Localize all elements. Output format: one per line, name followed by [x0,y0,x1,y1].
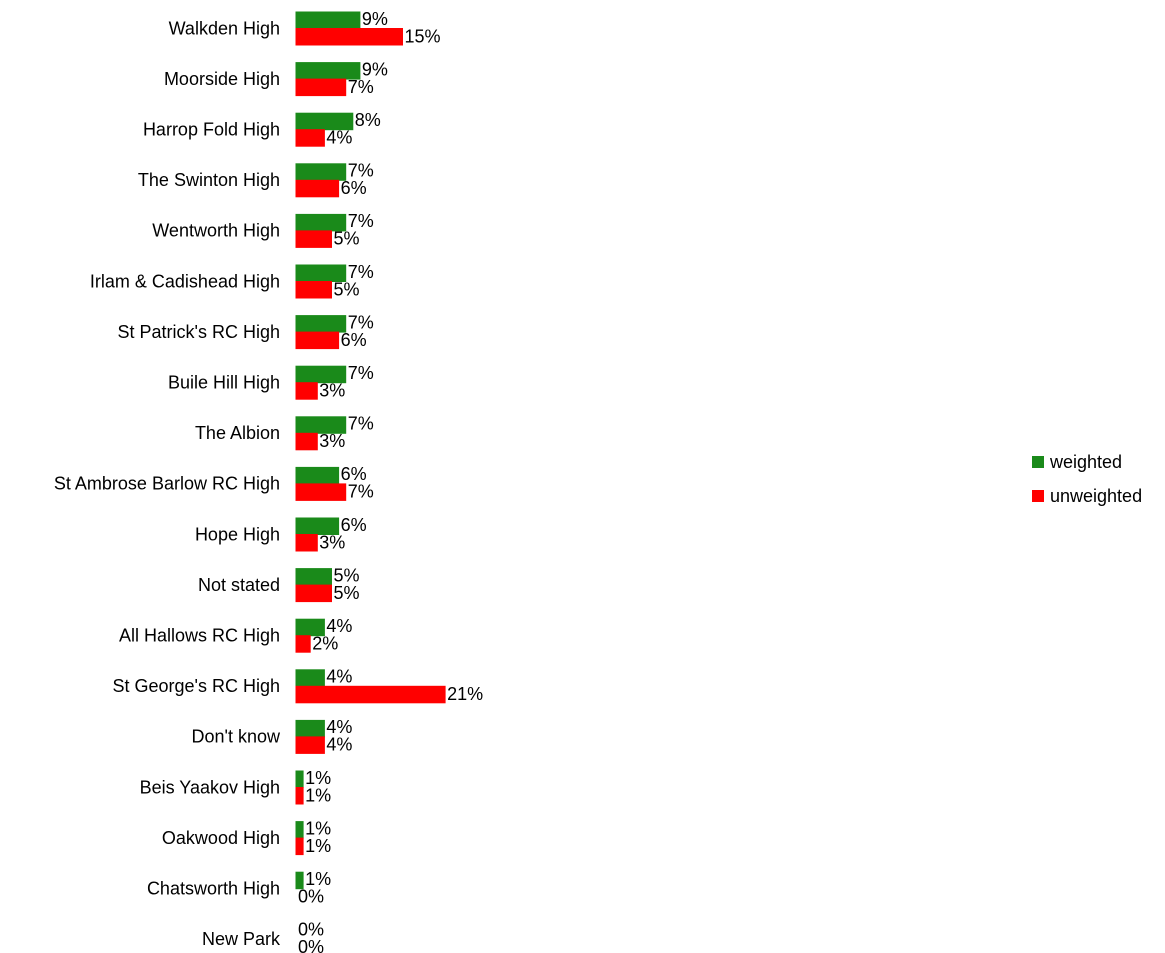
bar [295,584,332,603]
value-label: 6% [341,515,367,535]
category-label: All Hallows RC High [119,625,280,645]
value-label: 0% [298,886,324,906]
value-label: 4% [326,667,352,687]
bar [295,28,403,46]
value-label: 5% [334,229,360,249]
value-label: 8% [355,110,381,130]
bar [295,78,347,97]
value-label: 3% [319,532,345,552]
value-label: 7% [348,482,374,502]
bar [295,432,318,451]
bar [295,669,325,687]
bar [295,331,340,350]
bar [295,315,347,333]
bar [295,179,340,198]
category-label: The Swinton High [138,170,280,190]
value-label: 9% [362,59,388,79]
value-label: 3% [319,431,345,451]
value-label: 1% [305,768,331,788]
category-label: Don't know [192,727,281,747]
bar [295,568,332,586]
value-label: 7% [348,211,374,231]
bar [295,365,347,384]
bar [295,230,332,248]
legend-label: weighted [1049,452,1122,472]
bar [295,837,304,856]
bar [295,129,325,147]
bar [295,11,361,29]
category-label: Wentworth High [152,221,280,241]
value-label: 7% [348,161,374,181]
category-label: Oakwood High [162,828,280,848]
legend-swatch [1032,456,1044,468]
value-label: 9% [362,9,388,29]
bar [295,416,347,434]
category-label: Hope High [195,524,280,544]
value-label: 1% [305,869,331,889]
value-label: 0% [298,937,324,953]
category-label: Not stated [198,575,280,595]
legend-swatch [1032,490,1044,502]
value-label: 4% [326,616,352,636]
value-label: 6% [341,330,367,350]
category-label: Harrop Fold High [143,119,280,139]
value-label: 5% [334,279,360,299]
category-label: Walkden High [169,18,280,38]
legend-label: unweighted [1050,486,1142,506]
category-label: The Albion [195,423,280,443]
bar [295,534,318,552]
value-label: 7% [348,262,374,282]
bar [295,770,304,788]
value-label: 1% [305,785,331,805]
bar [295,685,446,704]
value-label: 7% [348,414,374,434]
value-label: 7% [348,77,374,97]
value-label: 7% [348,363,374,383]
value-label: 4% [326,735,352,755]
bar [295,871,304,890]
value-label: 1% [305,818,331,838]
value-label: 0% [298,920,324,940]
category-label: Irlam & Cadishead High [90,271,280,291]
bar [295,787,304,805]
value-label: 4% [326,127,352,147]
bar [295,635,311,653]
value-label: 21% [447,684,483,704]
value-label: 15% [405,26,441,46]
value-label: 2% [312,633,338,653]
value-label: 3% [319,380,345,400]
bar [295,281,332,299]
category-label: New Park [202,929,281,949]
bar [295,466,340,485]
value-label: 6% [341,464,367,484]
value-label: 6% [341,178,367,198]
bar [295,821,304,839]
bar [295,382,318,400]
value-label: 7% [348,312,374,332]
value-label: 1% [305,836,331,856]
bar [295,163,347,181]
category-label: St Ambrose Barlow RC High [54,474,280,494]
category-label: St Patrick's RC High [118,322,280,342]
bar [295,483,347,501]
category-label: Moorside High [164,69,280,89]
bar [295,719,325,738]
category-label: St George's RC High [112,676,280,696]
category-label: Chatsworth High [147,878,280,898]
value-label: 4% [326,717,352,737]
category-label: Buile Hill High [168,372,280,392]
value-label: 5% [334,565,360,585]
category-label: Beis Yaakov High [140,777,280,797]
value-label: 5% [334,583,360,603]
bar [295,736,325,754]
